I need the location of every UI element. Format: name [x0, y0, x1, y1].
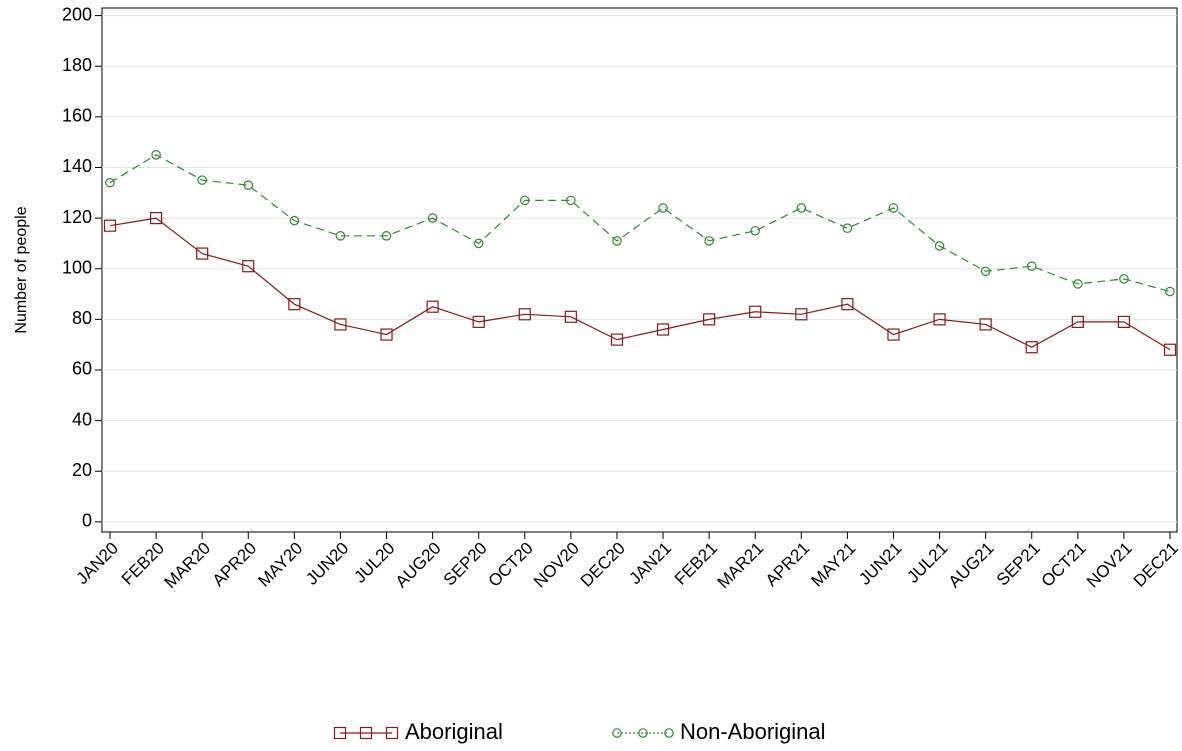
marker: [658, 203, 668, 213]
marker: [518, 308, 531, 321]
y-tick-label: 100: [62, 257, 92, 277]
x-tick-label: FEB21: [671, 539, 721, 589]
x-tick-label: NOV20: [530, 539, 583, 592]
y-tick-label: 120: [62, 207, 92, 227]
x-tick-label: OCT21: [1038, 539, 1090, 591]
y-tick-label: 200: [62, 4, 92, 24]
marker: [566, 195, 576, 206]
marker: [841, 298, 854, 311]
legend-label: Non-Aboriginal: [680, 719, 826, 744]
x-tick-label: APR20: [209, 539, 261, 591]
x-tick-label: MAY21: [807, 539, 859, 591]
marker: [381, 231, 392, 241]
series: [103, 212, 1177, 356]
marker: [288, 298, 301, 311]
y-tick-label: 20: [72, 460, 92, 480]
marker: [333, 726, 347, 740]
x-tick-label: AUG21: [945, 539, 998, 592]
marker: [385, 726, 399, 740]
marker: [359, 726, 373, 740]
x-tick-label: MAY20: [254, 539, 306, 591]
x-tick-label: FEB20: [118, 539, 168, 589]
marker: [151, 150, 161, 160]
marker: [105, 177, 115, 188]
y-tick-label: 40: [72, 409, 92, 429]
x-tick-label: MAR20: [161, 539, 215, 593]
marker: [612, 236, 622, 246]
x-tick-label: JUL21: [903, 539, 951, 587]
marker: [426, 300, 439, 313]
marker: [1025, 341, 1038, 354]
x-tick-label: DEC20: [577, 539, 629, 591]
legend-label: Aboriginal: [405, 719, 503, 744]
y-tick-label: 0: [82, 511, 92, 531]
marker: [243, 180, 254, 190]
x-tick-label: JAN21: [626, 539, 676, 589]
y-tick-label: 60: [72, 359, 92, 379]
x-tick-label: SEP20: [440, 539, 491, 590]
marker: [610, 333, 624, 346]
marker: [795, 308, 808, 321]
x-tick-label: AUG20: [392, 539, 445, 592]
marker: [887, 328, 900, 341]
marker: [242, 260, 255, 273]
marker: [564, 310, 577, 323]
x-tick-label: MAR21: [714, 539, 768, 593]
marker: [1165, 286, 1175, 297]
plot-frame: [101, 7, 1178, 533]
marker: [979, 318, 992, 331]
marker: [749, 305, 762, 318]
marker: [664, 728, 674, 738]
series-line: [109, 154, 1171, 293]
y-tick-label: 140: [62, 156, 92, 176]
series: [105, 150, 1175, 297]
x-tick-label: JUN21: [855, 539, 905, 589]
marker: [980, 266, 991, 277]
marker: [638, 728, 648, 738]
x-tick-label: OCT20: [485, 539, 537, 591]
x-tick-label: APR21: [762, 539, 814, 591]
series-line: [109, 217, 1171, 351]
marker: [335, 231, 346, 241]
marker: [1119, 274, 1129, 284]
marker: [750, 225, 761, 236]
marker: [149, 212, 163, 225]
x-tick-label: JAN20: [72, 539, 122, 589]
x-tick-label: JUN20: [302, 539, 352, 589]
marker: [703, 313, 716, 326]
x-tick-label: DEC21: [1130, 539, 1182, 591]
marker: [1117, 315, 1131, 328]
marker: [842, 223, 853, 234]
x-tick-label: SEP21: [993, 539, 1044, 590]
x-tick-label: JUL20: [350, 539, 398, 587]
marker: [612, 728, 622, 738]
marker: [1163, 343, 1177, 356]
marker: [1073, 279, 1083, 289]
marker: [1026, 261, 1037, 272]
x-tick-label: NOV21: [1083, 539, 1136, 592]
y-axis-label: Number of people: [13, 206, 30, 333]
y-tick-label: 80: [72, 308, 92, 328]
marker: [427, 213, 438, 223]
marker: [888, 203, 899, 213]
marker: [197, 175, 207, 185]
marker: [334, 318, 347, 331]
y-tick-label: 160: [62, 106, 92, 126]
marker: [196, 247, 209, 260]
y-tick-label: 180: [62, 55, 92, 75]
marker: [473, 238, 484, 249]
marker: [103, 219, 117, 232]
marker: [380, 328, 393, 341]
marker: [519, 195, 530, 206]
marker: [656, 323, 670, 336]
marker: [472, 315, 485, 328]
marker: [796, 203, 807, 213]
marker: [704, 236, 714, 246]
marker: [289, 215, 300, 226]
marker: [933, 313, 946, 326]
marker: [934, 241, 945, 251]
marker: [1071, 315, 1084, 328]
